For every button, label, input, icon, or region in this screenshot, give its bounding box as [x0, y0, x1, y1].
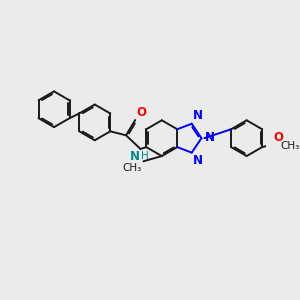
Text: CH₃: CH₃	[123, 163, 142, 172]
Text: N: N	[205, 131, 215, 144]
Text: H: H	[141, 151, 148, 161]
Text: N: N	[193, 109, 203, 122]
Text: N: N	[129, 150, 140, 163]
Text: N: N	[193, 154, 203, 167]
Text: CH₃: CH₃	[280, 141, 300, 151]
Text: O: O	[136, 106, 146, 119]
Text: O: O	[274, 131, 284, 144]
